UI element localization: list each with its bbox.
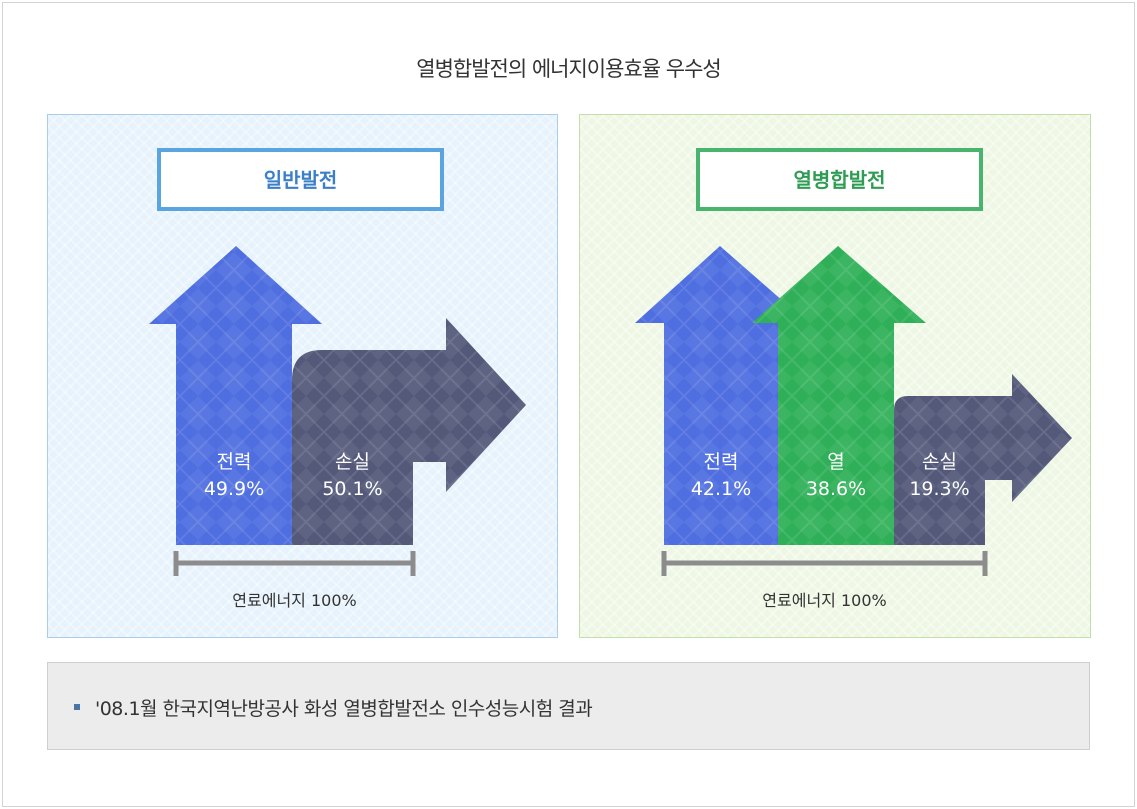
left-power-arrow [149,246,322,545]
right-fuel-label: 연료에너지 100% [762,591,887,610]
left-power-value: 49.9% [203,478,265,500]
right-power-label: 전력 42.1% [664,449,778,503]
right-fuel-bracket [661,551,988,576]
square-bullet-icon [74,704,80,710]
right-loss-arrow [894,374,1072,545]
right-heat-value: 38.6% [805,478,867,500]
left-power-name: 전력 [216,451,252,473]
source-note-text: '08.1월 한국지역난방공사 화성 열병합발전소 인수성능시험 결과 [95,698,593,720]
left-fuel-label: 연료에너지 100% [232,591,357,610]
left-loss-value: 50.1% [322,478,383,500]
right-loss-value: 19.3% [909,478,970,500]
figure-title: 열병합발전의 에너지이용효율 우수성 [416,57,721,81]
right-heat-arrow [752,246,926,545]
left-loss-arrow [292,318,526,545]
left-loss-name: 손실 [335,451,370,473]
right-power-name: 전력 [703,451,739,473]
right-loss-name: 손실 [922,451,957,473]
right-loss-label: 손실 19.3% [894,449,985,503]
left-loss-label: 손실 50.1% [292,449,413,503]
right-power-value: 42.1% [690,478,752,500]
left-fuel-bracket [173,551,416,576]
panel-label-chp: 열병합발전 [696,148,983,211]
source-note-box: '08.1월 한국지역난방공사 화성 열병합발전소 인수성능시험 결과 [47,662,1090,750]
panel-label-general: 일반발전 [157,148,444,211]
right-heat-name: 열 [827,451,845,473]
left-power-label: 전력 49.9% [176,449,292,503]
right-heat-label: 열 38.6% [778,449,894,503]
